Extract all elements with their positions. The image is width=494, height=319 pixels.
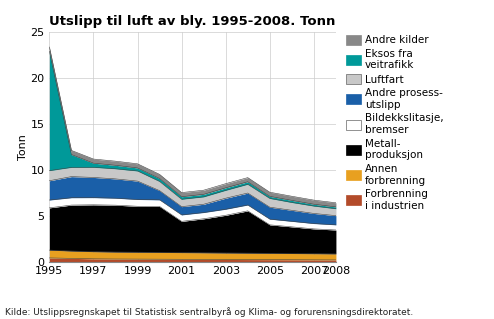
Y-axis label: Tonn: Tonn — [18, 134, 28, 160]
Text: Utslipp til luft av bly. 1995-2008. Tonn: Utslipp til luft av bly. 1995-2008. Tonn — [49, 15, 336, 28]
Legend: Andre kilder, Eksos fra
veitrafikk, Luftfart, Andre prosess-
utslipp, Bildekksli: Andre kilder, Eksos fra veitrafikk, Luft… — [344, 33, 446, 213]
Text: Kilde: Utslippsregnskapet til Statistisk sentralbyrå og Klima- og forurensningsd: Kilde: Utslippsregnskapet til Statistisk… — [5, 308, 413, 317]
